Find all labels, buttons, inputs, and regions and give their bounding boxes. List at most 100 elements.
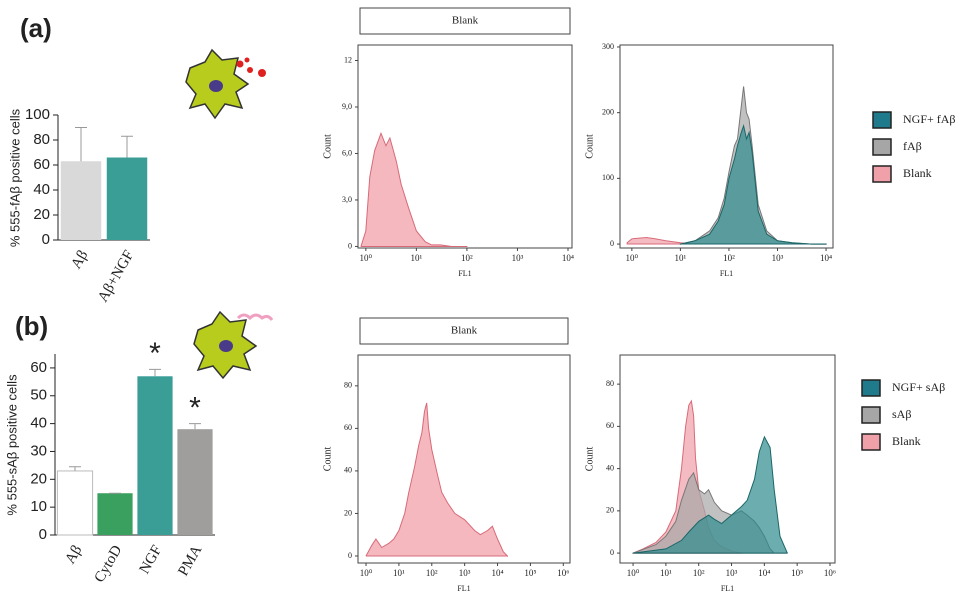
histogram-area — [632, 435, 788, 554]
y-tick-label: 60 — [30, 359, 47, 376]
legend-swatch — [872, 138, 892, 156]
y-tick-label: 40 — [344, 466, 352, 475]
significance-mark: * — [149, 337, 161, 370]
y-tick-label: 3,0 — [342, 195, 352, 204]
panel-label: (a) — [20, 13, 52, 43]
x-tick-label: 10⁵ — [791, 568, 803, 578]
title-box — [359, 7, 571, 35]
y-tick-label: 6,0 — [342, 148, 352, 157]
y-tick-label: 100 — [602, 173, 614, 182]
x-axis-label: FL1 — [721, 584, 734, 593]
x-tick-label: 10³ — [772, 253, 784, 263]
y-tick-label: 40 — [33, 181, 50, 198]
legend-label: sAβ — [892, 407, 911, 421]
x-tick-label: 10⁴ — [562, 253, 574, 263]
y-axis-label: % 555-sAβ positive cells — [4, 374, 19, 516]
legend-label: fAβ — [903, 139, 922, 153]
chart-title: Blank — [451, 325, 478, 337]
histogram-area — [360, 131, 468, 247]
x-tick-label: 10² — [426, 568, 438, 578]
y-axis-label: % 555-fAβ positive cells — [7, 108, 22, 247]
legend-swatch — [861, 406, 881, 424]
y-tick-label: 80 — [33, 131, 50, 148]
y-tick-label: 20 — [344, 508, 352, 517]
y-tick-label: 0 — [610, 239, 614, 248]
y-tick-label: 200 — [602, 107, 614, 116]
histogram-area — [365, 402, 508, 558]
y-tick-label: 100 — [25, 106, 50, 123]
x-tick-label: 10⁰ — [360, 568, 373, 578]
plot-frame — [357, 44, 573, 249]
x-tick-label: 10⁰ — [360, 253, 373, 263]
bar — [137, 376, 173, 535]
error-bar — [149, 368, 161, 377]
y-tick-label: 12 — [344, 55, 352, 64]
y-tick-label: 300 — [602, 42, 614, 51]
y-tick-label: 40 — [606, 463, 614, 472]
legend-swatch — [872, 165, 892, 183]
bar — [97, 493, 133, 535]
y-axis-label: Count — [584, 134, 595, 159]
x-axis-label: FL1 — [457, 584, 470, 593]
y-tick-label: 20 — [30, 470, 47, 487]
y-tick-label: 40 — [30, 415, 47, 432]
x-tick-label: 10³ — [512, 253, 524, 263]
y-tick-label: 60 — [606, 421, 614, 430]
y-axis-label: Count — [322, 134, 333, 159]
bar — [106, 157, 148, 240]
bar — [60, 161, 102, 240]
x-tick-label: 10⁰ — [626, 253, 639, 263]
legend-label: NGF+ sAβ — [892, 380, 945, 394]
x-tick-label: 10¹ — [675, 253, 687, 263]
y-tick-label: 0 — [610, 548, 614, 557]
legend-swatch — [861, 433, 881, 451]
title-box — [359, 317, 569, 345]
y-tick-label: 10 — [30, 498, 47, 515]
legend-label: Blank — [903, 166, 932, 180]
x-tick-label: 10² — [461, 253, 473, 263]
y-axis-label: Count — [584, 447, 595, 472]
y-tick-label: 0 — [39, 526, 47, 543]
y-tick-label: 60 — [344, 423, 352, 432]
y-tick-label: 60 — [33, 156, 50, 173]
x-tick-label: 10⁵ — [524, 568, 536, 578]
x-axis-label: FL1 — [458, 269, 471, 278]
y-tick-label: 50 — [30, 387, 47, 404]
x-axis-label: FL1 — [720, 269, 733, 278]
x-tick-label: 10⁶ — [557, 568, 569, 578]
y-tick-label: 80 — [606, 379, 614, 388]
x-tick-label: 10⁴ — [491, 568, 503, 578]
x-tick-label: NGF — [137, 543, 166, 577]
x-tick-label: Aβ — [62, 543, 85, 567]
legend-label: NGF+ fAβ — [903, 112, 956, 126]
x-tick-label: 10⁰ — [627, 568, 640, 578]
y-axis-label: Count — [322, 447, 333, 472]
y-tick-label: 0 — [348, 551, 352, 560]
y-tick-label: 80 — [344, 381, 352, 390]
legend-label: Blank — [892, 434, 921, 448]
significance-mark: * — [189, 392, 201, 425]
error-bar — [121, 135, 133, 158]
histogram-area — [679, 123, 827, 245]
x-tick-label: 10¹ — [660, 568, 672, 578]
y-tick-label: 30 — [30, 442, 47, 459]
x-tick-label: 10⁴ — [820, 253, 832, 263]
cell-icon-a — [185, 48, 266, 120]
y-tick-label: 20 — [606, 506, 614, 515]
x-tick-label: 10⁶ — [824, 568, 836, 578]
x-tick-label: 10² — [693, 568, 705, 578]
x-tick-label: 10² — [723, 253, 735, 263]
bar — [56, 470, 94, 536]
legend-swatch — [861, 379, 881, 397]
plot-frame — [357, 354, 571, 564]
error-bar — [189, 423, 201, 430]
y-tick-label: 0 — [348, 241, 352, 250]
panel-label: (b) — [15, 311, 48, 341]
y-tick-label: 20 — [33, 206, 50, 223]
x-tick-label: 10¹ — [393, 568, 405, 578]
x-tick-label: 10³ — [726, 568, 738, 578]
x-tick-label: Aβ+NGF — [95, 248, 137, 305]
x-tick-label: 10⁴ — [758, 568, 770, 578]
legend-swatch — [872, 111, 892, 129]
